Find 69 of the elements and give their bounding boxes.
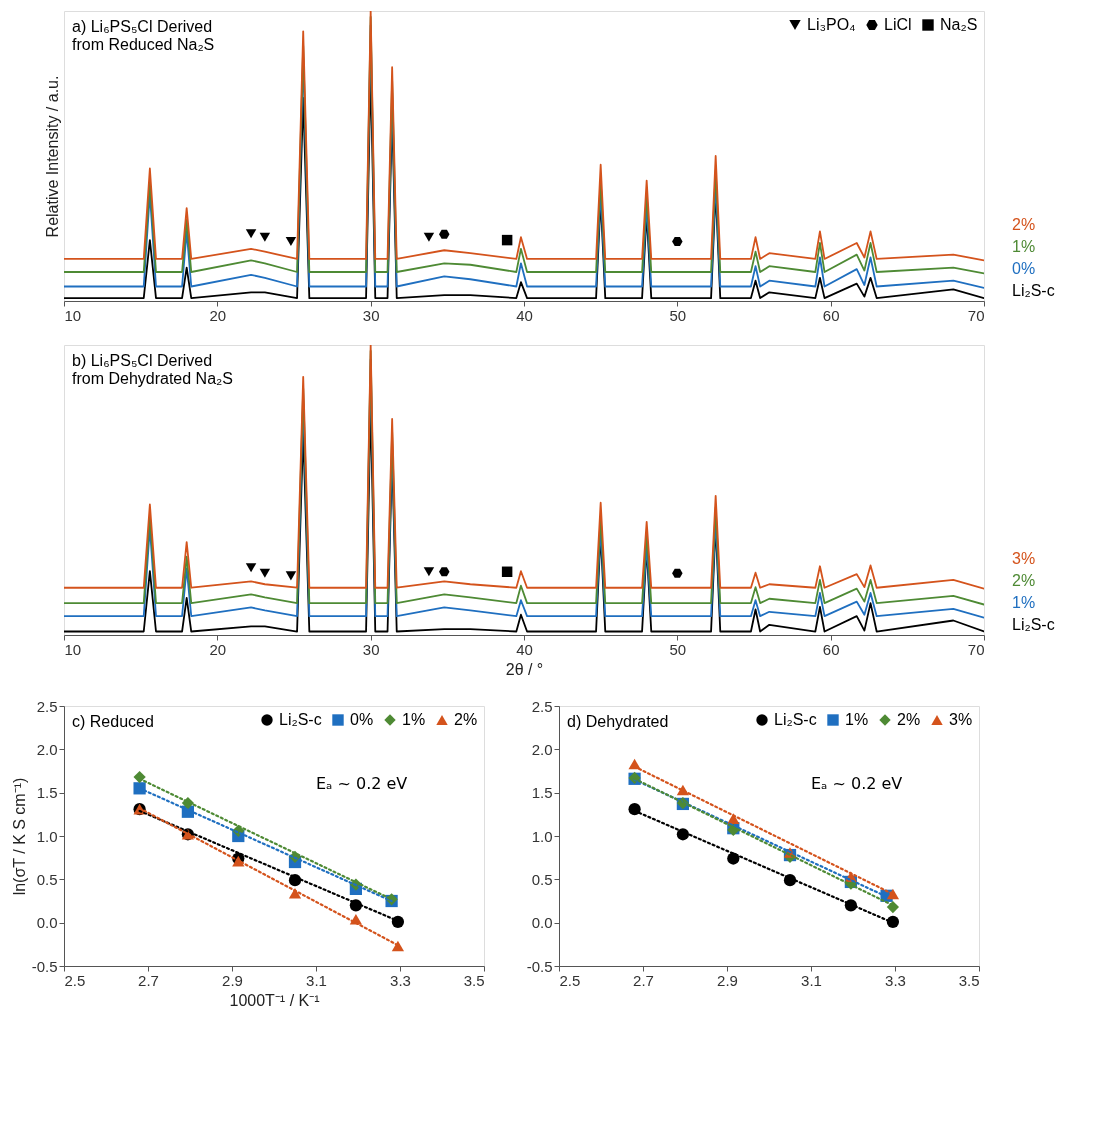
text: 2%	[1012, 216, 1036, 233]
x-tick-label: 60	[822, 640, 840, 658]
legend-label: 0%	[350, 711, 374, 728]
x-tick-label: 2.5	[64, 971, 86, 989]
y-tick-label: 0.0	[531, 914, 553, 932]
legend-label: Li₂S-c	[279, 711, 322, 728]
chart-title: d) Dehydrated	[567, 713, 669, 730]
text: 3%	[1012, 550, 1036, 567]
y-tick-label: 0.0	[36, 914, 58, 932]
legend-label: LiCl	[884, 16, 912, 33]
series-label: Li₂S-c	[1012, 616, 1055, 633]
x-tick-label: 20	[209, 306, 227, 324]
text: a) Li₆PS₅Cl Derived from Reduced Na₂S	[72, 18, 215, 53]
x-tick-label: 2.9	[717, 971, 738, 989]
x-tick-label: 3.3	[885, 971, 906, 989]
x-tick-label: 50	[669, 640, 687, 658]
legend-label: Li₃PO₄	[807, 16, 856, 33]
x-tick-label: 30	[362, 306, 380, 324]
series-label: 1%	[1012, 594, 1036, 611]
x-tick-label: 70	[967, 306, 985, 324]
x-tick-label: 3.5	[958, 971, 980, 989]
legend-label: 2%	[454, 711, 478, 728]
x-tick-label: 70	[967, 640, 985, 658]
x-tick-label: 3.5	[463, 971, 485, 989]
legend-label: 2%	[897, 711, 921, 728]
y-tick-label: 2.5	[36, 697, 58, 715]
legend-label: Na₂S	[940, 16, 978, 33]
x-tick-label: 60	[822, 306, 840, 324]
y-tick-label: 1.0	[36, 827, 58, 845]
x-axis-title: 1000T⁻¹ / K⁻¹	[229, 991, 320, 1009]
x-tick-label: 10	[64, 640, 82, 658]
y-tick-label: 2.0	[531, 740, 553, 758]
x-tick-label: 20	[209, 640, 227, 658]
y-tick-label: 0.5	[531, 870, 553, 888]
x-tick-label: 10	[64, 306, 82, 324]
legend-label: 1%	[845, 711, 869, 728]
x-tick-label: 50	[669, 306, 687, 324]
y-tick-label: 1.0	[531, 827, 553, 845]
y-tick-label: 2.5	[531, 697, 553, 715]
x-tick-label: 2.9	[222, 971, 243, 989]
text: b) Li₆PS₅Cl Derived from Dehydrated Na₂S	[72, 352, 233, 387]
annotation: Eₐ ~ 0.2 eV	[316, 774, 408, 793]
legend-label: 1%	[402, 711, 426, 728]
y-tick-label: 1.5	[531, 784, 553, 802]
x-tick-label: 40	[516, 306, 533, 324]
y-tick-label: -0.5	[31, 957, 58, 975]
legend-label: 3%	[949, 711, 973, 728]
series-label: 0%	[1012, 260, 1036, 277]
y-tick-label: -0.5	[526, 957, 553, 975]
x-tick-label: 2.7	[633, 971, 654, 989]
chart-title: c) Reduced	[72, 713, 154, 730]
text: 1%	[1012, 238, 1036, 255]
y-tick-label: 1.5	[36, 784, 58, 802]
y-tick-label: 0.5	[36, 870, 58, 888]
y-axis-title: ln(σT / K S cm⁻¹)	[10, 777, 28, 896]
x-tick-label: 30	[362, 640, 380, 658]
text: 2%	[1012, 572, 1036, 589]
series-label: Li₂S-c	[1012, 282, 1055, 299]
x-tick-label: 3.1	[801, 971, 822, 989]
y-tick-label: 2.0	[36, 740, 58, 758]
x-axis-title: 2θ / °	[505, 660, 544, 678]
x-tick-label: 40	[516, 640, 533, 658]
annotation: Eₐ ~ 0.2 eV	[811, 774, 903, 793]
x-tick-label: 2.5	[559, 971, 581, 989]
legend-label: Li₂S-c	[774, 711, 817, 728]
x-tick-label: 3.1	[306, 971, 327, 989]
x-tick-label: 2.7	[138, 971, 159, 989]
y-axis-title: Relative Intensity / a.u.	[43, 75, 61, 238]
x-tick-label: 3.3	[390, 971, 411, 989]
